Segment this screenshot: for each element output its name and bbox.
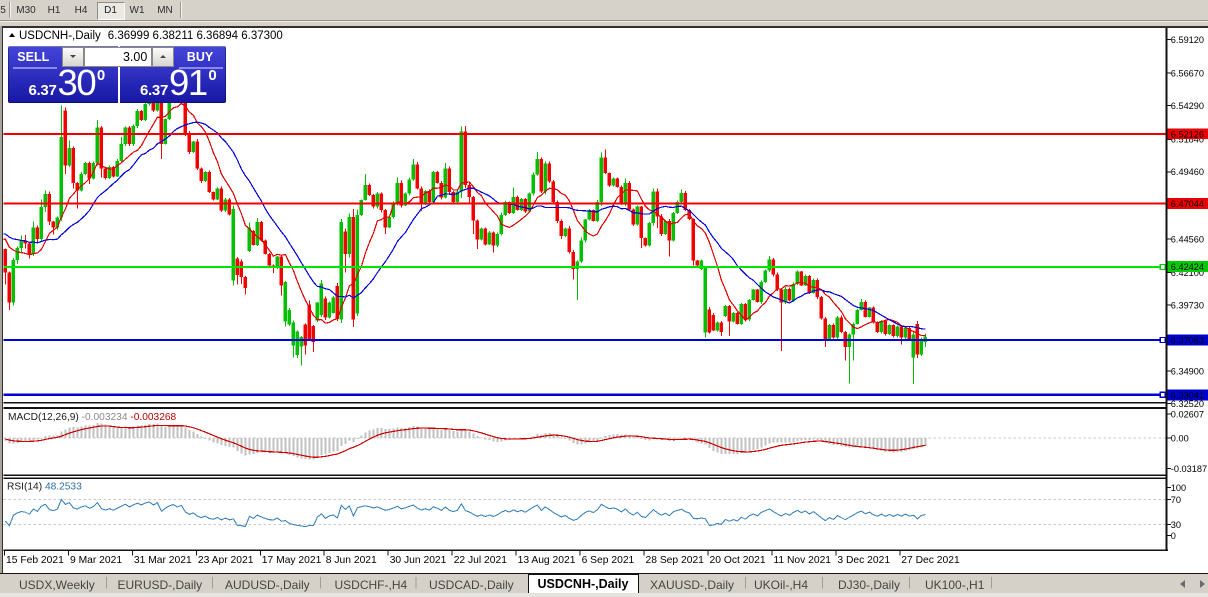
svg-text:MACD(12,26,9) -0.003234 -0.003: MACD(12,26,9) -0.003234 -0.003268 [8,412,177,423]
svg-text:6 Sep 2021: 6 Sep 2021 [582,555,635,566]
svg-text:-0.03187: -0.03187 [1171,464,1207,474]
svg-text:13 Aug 2021: 13 Aug 2021 [518,555,576,566]
svg-text:28 Sep 2021: 28 Sep 2021 [646,555,705,566]
svg-text:6.54290: 6.54290 [1171,101,1204,111]
svg-text:6.39730: 6.39730 [1171,300,1204,310]
svg-text:6.32520: 6.32520 [1171,399,1204,409]
svg-text:6.42100: 6.42100 [1171,268,1204,278]
svg-text:8 Jun 2021: 8 Jun 2021 [326,555,377,566]
svg-text:6.37063: 6.37063 [1171,336,1204,346]
svg-text:3 Dec 2021: 3 Dec 2021 [837,555,890,566]
svg-text:100: 100 [1171,483,1186,493]
svg-text:6.51840: 6.51840 [1171,135,1204,145]
svg-text:6.34900: 6.34900 [1171,367,1204,377]
svg-text:6.44560: 6.44560 [1171,234,1204,244]
svg-text:6.47044: 6.47044 [1171,199,1204,209]
svg-text:6.33041: 6.33041 [1171,391,1204,401]
svg-text:0.00: 0.00 [1171,433,1189,443]
svg-text:23 Apr 2021: 23 Apr 2021 [198,555,254,566]
svg-text:31 Mar 2021: 31 Mar 2021 [134,555,192,566]
svg-text:30 Jun 2021: 30 Jun 2021 [390,555,447,566]
svg-text:0.02607: 0.02607 [1171,409,1204,419]
svg-text:22 Jul 2021: 22 Jul 2021 [454,555,508,566]
svg-text:RSI(14) 48.2533: RSI(14) 48.2533 [7,482,82,493]
svg-text:30: 30 [1171,520,1181,530]
svg-text:17 May 2021: 17 May 2021 [262,555,322,566]
svg-text:6.56670: 6.56670 [1171,69,1204,79]
svg-text:27 Dec 2021: 27 Dec 2021 [901,555,960,566]
svg-text:6.42424: 6.42424 [1171,262,1204,272]
svg-text:11 Nov 2021: 11 Nov 2021 [773,555,831,566]
svg-text:70: 70 [1171,495,1181,505]
svg-text:15 Feb 2021: 15 Feb 2021 [6,555,64,566]
svg-text:6.49460: 6.49460 [1171,167,1204,177]
svg-text:20 Oct 2021: 20 Oct 2021 [710,555,766,566]
svg-text:6.52126: 6.52126 [1171,129,1204,139]
svg-text:6.59120: 6.59120 [1171,35,1204,45]
svg-text:9 Mar 2021: 9 Mar 2021 [70,555,122,566]
svg-text:0: 0 [1171,531,1176,541]
